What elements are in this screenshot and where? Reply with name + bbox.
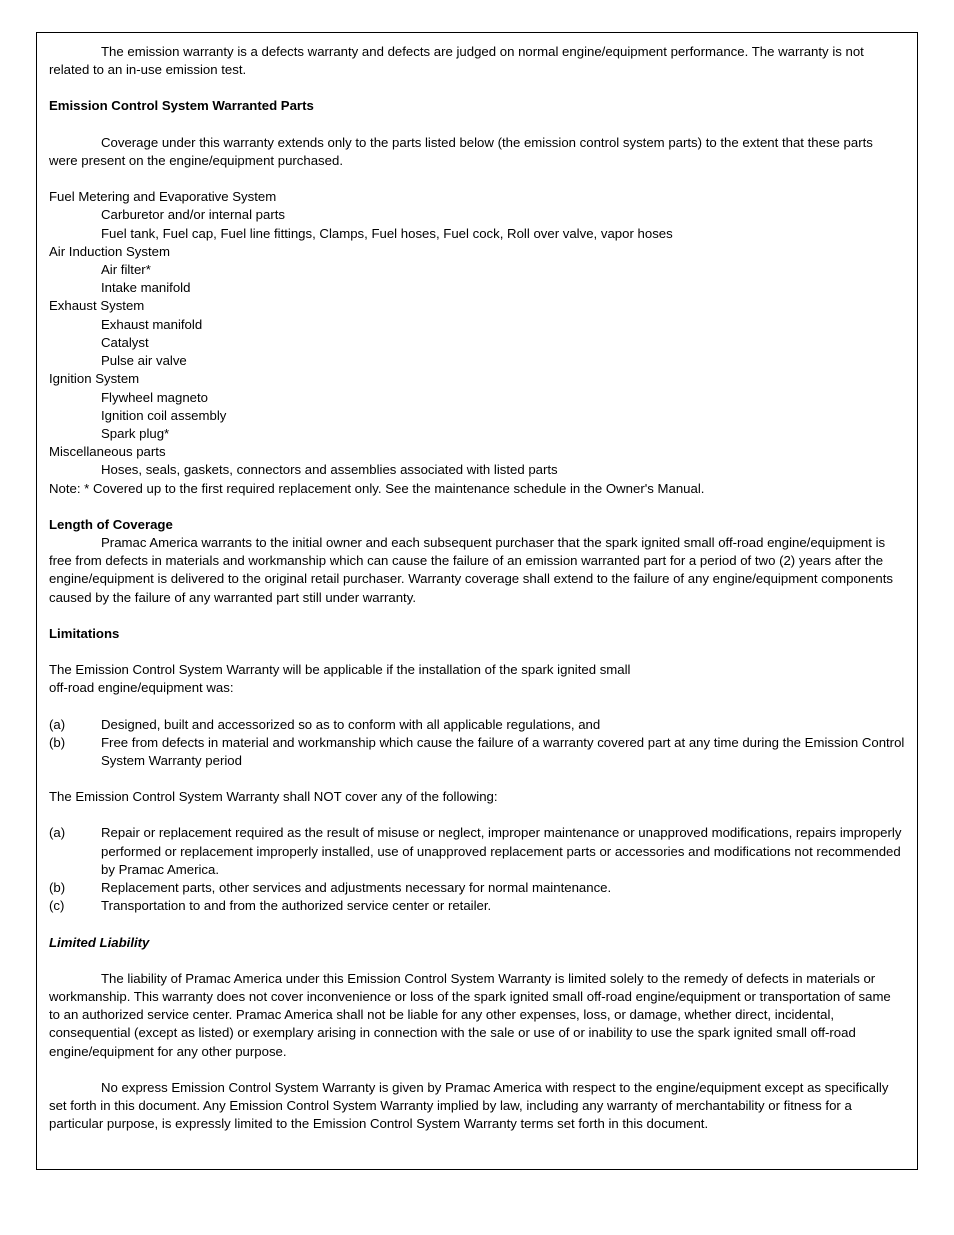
parts-intro: Coverage under this warranty extends onl… [49, 134, 905, 170]
parts-item: Carburetor and/or internal parts [49, 206, 905, 224]
parts-item: Air filter* [49, 261, 905, 279]
enum-marker: (b) [49, 879, 101, 897]
parts-group-title: Miscellaneous parts [49, 443, 905, 461]
parts-item: Flywheel magneto [49, 389, 905, 407]
parts-item: Pulse air valve [49, 352, 905, 370]
coverage-heading: Length of Coverage [49, 516, 905, 534]
parts-item: Fuel tank, Fuel cap, Fuel line fittings,… [49, 225, 905, 243]
parts-item: Intake manifold [49, 279, 905, 297]
enum-marker: (b) [49, 734, 101, 770]
parts-group-title: Ignition System [49, 370, 905, 388]
limitations-intro: The Emission Control System Warranty wil… [49, 661, 905, 679]
parts-group-title: Exhaust System [49, 297, 905, 315]
page-container: The emission warranty is a defects warra… [0, 0, 954, 1235]
liability-p1: The liability of Pramac America under th… [49, 970, 905, 1061]
coverage-body: Pramac America warrants to the initial o… [49, 534, 905, 607]
parts-item: Exhaust manifold [49, 316, 905, 334]
limitations-mid: The Emission Control System Warranty sha… [49, 788, 905, 806]
parts-item: Spark plug* [49, 425, 905, 443]
parts-item: Ignition coil assembly [49, 407, 905, 425]
parts-item: Hoses, seals, gaskets, connectors and as… [49, 461, 905, 479]
parts-item: Catalyst [49, 334, 905, 352]
limitations-item: (c) Transportation to and from the autho… [49, 897, 905, 915]
liability-p2: No express Emission Control System Warra… [49, 1079, 905, 1134]
limitations-item: (b) Free from defects in material and wo… [49, 734, 905, 770]
parts-note: Note: * Covered up to the first required… [49, 480, 905, 498]
limitations-intro: off-road engine/equipment was: [49, 679, 905, 697]
limitations-heading: Limitations [49, 625, 905, 643]
document-frame: The emission warranty is a defects warra… [36, 32, 918, 1170]
limitations-item: (a) Designed, built and accessorized so … [49, 716, 905, 734]
parts-group-title: Air Induction System [49, 243, 905, 261]
parts-heading: Emission Control System Warranted Parts [49, 97, 905, 115]
intro-paragraph: The emission warranty is a defects warra… [49, 43, 905, 79]
limitations-item: (a) Repair or replacement required as th… [49, 824, 905, 879]
parts-group-title: Fuel Metering and Evaporative System [49, 188, 905, 206]
liability-heading: Limited Liability [49, 934, 905, 952]
enum-marker: (c) [49, 897, 101, 915]
enum-marker: (a) [49, 824, 101, 879]
limitations-item: (b) Replacement parts, other services an… [49, 879, 905, 897]
enum-marker: (a) [49, 716, 101, 734]
